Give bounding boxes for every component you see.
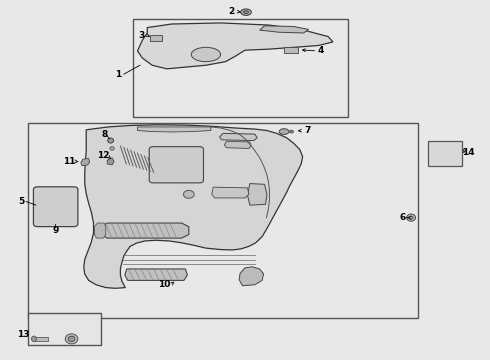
Text: 3: 3 — [138, 31, 145, 40]
Ellipse shape — [279, 129, 289, 134]
Text: 1: 1 — [115, 70, 121, 79]
Bar — [27, 313, 101, 345]
Ellipse shape — [68, 336, 75, 342]
Text: 12: 12 — [97, 151, 110, 160]
Text: 11: 11 — [63, 157, 75, 166]
Ellipse shape — [407, 214, 416, 221]
Polygon shape — [260, 26, 309, 33]
FancyBboxPatch shape — [149, 147, 203, 183]
Polygon shape — [138, 23, 333, 69]
Polygon shape — [107, 158, 114, 165]
Polygon shape — [239, 267, 264, 286]
Polygon shape — [247, 184, 267, 205]
Ellipse shape — [110, 147, 114, 150]
Ellipse shape — [244, 11, 248, 14]
Polygon shape — [101, 223, 189, 238]
Text: 2: 2 — [228, 7, 234, 16]
Bar — [34, 337, 48, 341]
Polygon shape — [224, 141, 251, 148]
Ellipse shape — [290, 130, 294, 133]
Bar — [150, 36, 162, 41]
Ellipse shape — [108, 138, 114, 143]
Text: 8: 8 — [101, 130, 108, 139]
Text: 9: 9 — [52, 226, 59, 235]
Ellipse shape — [183, 190, 194, 198]
Text: 10: 10 — [158, 280, 171, 289]
Polygon shape — [138, 127, 211, 132]
Text: 14: 14 — [463, 148, 475, 157]
Text: 13: 13 — [18, 330, 30, 339]
Ellipse shape — [409, 216, 413, 219]
Polygon shape — [212, 187, 249, 198]
FancyBboxPatch shape — [33, 187, 78, 226]
Ellipse shape — [65, 334, 78, 344]
Bar — [27, 123, 418, 318]
Bar — [284, 47, 298, 53]
Polygon shape — [125, 269, 187, 280]
Polygon shape — [81, 158, 90, 166]
Text: 4: 4 — [318, 46, 324, 55]
Ellipse shape — [31, 336, 36, 342]
Bar — [133, 19, 347, 117]
Text: 7: 7 — [304, 126, 311, 135]
Polygon shape — [84, 125, 303, 288]
Text: 5: 5 — [18, 197, 24, 206]
Bar — [428, 140, 463, 166]
Ellipse shape — [191, 47, 220, 62]
Ellipse shape — [241, 9, 251, 15]
Polygon shape — [95, 223, 106, 238]
Text: 6: 6 — [399, 213, 405, 222]
Polygon shape — [220, 134, 257, 140]
